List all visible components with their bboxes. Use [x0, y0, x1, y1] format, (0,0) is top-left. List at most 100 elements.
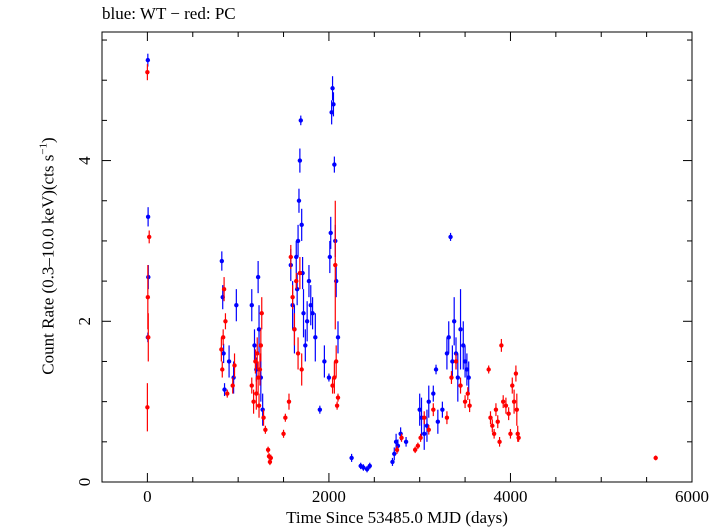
wt-data-point	[234, 303, 239, 308]
pc-data-point	[281, 431, 286, 436]
pc-data-point	[334, 403, 340, 408]
x-axis-label: Time Since 53485.0 MJD (days)	[286, 508, 508, 527]
pc-data-point	[292, 327, 297, 332]
wt-data-point	[231, 375, 236, 380]
wt-data-point	[221, 351, 226, 356]
pc-data-point	[399, 435, 404, 441]
pc-data-point	[335, 395, 341, 400]
wt-data-point	[349, 455, 354, 461]
pc-data-point	[299, 367, 304, 372]
wt-data-point	[328, 230, 333, 236]
pc-data-point	[288, 254, 293, 260]
y-axis-label-text: Count Rate (0.3–10.0 keV)(cts s	[38, 154, 58, 375]
wt-data-point	[450, 359, 455, 364]
chart-title: blue: WT − red: PC	[102, 4, 236, 23]
wt-data-point	[451, 319, 457, 324]
wt-data-point	[306, 278, 312, 284]
pc-data-point	[333, 262, 338, 268]
wt-data-point	[296, 198, 302, 203]
pc-data-point	[497, 439, 502, 445]
pc-data-point	[220, 367, 225, 372]
wt-data-point	[331, 102, 336, 107]
pc-data-point	[422, 415, 427, 420]
wt-data-point	[303, 343, 308, 348]
pc-data-point	[145, 294, 151, 300]
pc-data-point	[467, 403, 472, 408]
wt-data-point	[308, 303, 313, 308]
y-axis-label-close: )	[38, 137, 58, 143]
wt-data-point	[226, 359, 232, 364]
pc-data-point	[330, 383, 335, 388]
pc-data-point	[412, 447, 418, 453]
pc-data-point	[257, 367, 263, 372]
wt-data-point	[361, 465, 366, 470]
pc-data-point	[501, 399, 506, 404]
wt-data-point	[297, 158, 303, 163]
y-axis-label-exponent: −1	[37, 142, 50, 155]
pc-data-point	[286, 399, 292, 404]
wt-data-point	[435, 419, 441, 424]
wt-data-point	[417, 407, 422, 412]
pc-data-point	[493, 407, 499, 412]
pc-data-point	[225, 391, 230, 396]
pc-data-point	[221, 286, 227, 292]
wt-data-point	[446, 335, 451, 340]
wt-data-point	[256, 327, 262, 332]
pc-data-point	[449, 375, 454, 380]
wt-data-point	[219, 258, 225, 264]
wt-data-point	[403, 439, 409, 445]
pc-data-point	[145, 69, 150, 75]
wt-data-point	[393, 439, 399, 445]
pc-data-point	[431, 407, 436, 412]
pc-data-point	[510, 383, 515, 388]
wt-data-point	[440, 407, 445, 412]
pc-data-point	[508, 431, 513, 436]
pc-data-point	[253, 359, 258, 364]
plot-frame	[101, 31, 693, 483]
wt-data-point	[294, 254, 299, 260]
wt-data-point	[424, 423, 430, 428]
pc-data-point	[290, 294, 295, 300]
wt-data-point	[310, 311, 315, 316]
wt-data-point	[327, 254, 333, 260]
pc-data-point	[268, 455, 274, 461]
pc-data-point	[145, 405, 150, 410]
pc-data-point	[513, 371, 519, 376]
wt-data-point	[252, 343, 257, 348]
pc-data-point	[653, 455, 658, 461]
pc-data-point	[258, 343, 264, 348]
wt-data-point	[294, 286, 300, 292]
wt-data-point	[462, 359, 468, 364]
wt-data-point	[466, 375, 471, 380]
pc-data-point	[499, 343, 504, 348]
pc-data-point	[255, 351, 260, 356]
pc-data-point	[458, 383, 463, 388]
pc-data-point	[283, 415, 288, 420]
pc-data-point	[267, 459, 273, 465]
wt-data-point	[329, 110, 334, 115]
y-tick-label: 2	[75, 317, 94, 326]
wt-data-point	[260, 407, 265, 412]
pc-data-point	[516, 435, 521, 441]
y-tick-label: 4	[75, 156, 94, 165]
pc-data-point	[444, 415, 450, 420]
pc-data-point	[255, 375, 261, 380]
pc-data-point	[232, 363, 237, 368]
pc-data-point	[490, 423, 495, 428]
pc-data-point	[263, 427, 268, 432]
wt-data-point	[444, 351, 450, 356]
wt-data-point	[145, 57, 151, 63]
wt-data-point	[392, 451, 397, 457]
wt-data-point	[367, 463, 372, 469]
pc-data-point	[230, 383, 235, 388]
pc-data-point	[503, 403, 509, 408]
pc-data-point	[294, 278, 299, 284]
wt-data-point	[322, 359, 327, 364]
pc-data-point	[254, 391, 259, 396]
wt-data-point	[390, 459, 395, 465]
wt-data-point	[448, 234, 453, 240]
wt-data-point	[222, 387, 227, 392]
wt-data-point	[461, 343, 466, 348]
wt-data-point	[330, 86, 335, 91]
